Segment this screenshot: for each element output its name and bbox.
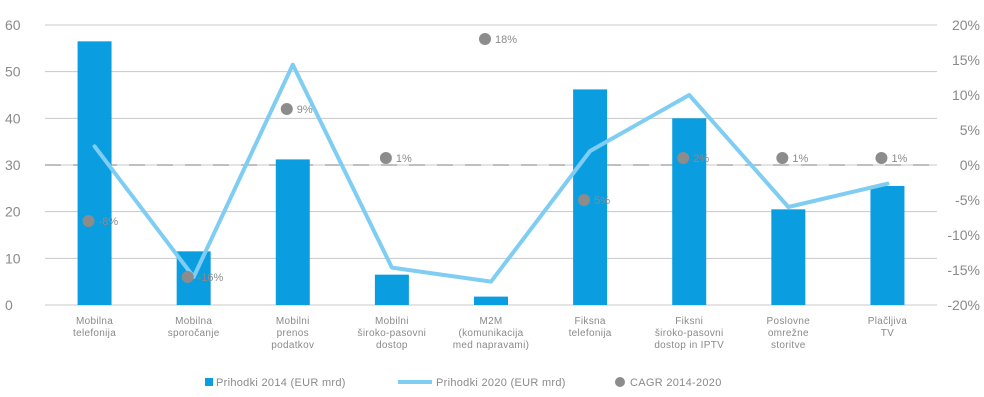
cagr-data-label: 5% bbox=[594, 195, 610, 207]
legend-label: CAGR 2014-2020 bbox=[630, 377, 722, 389]
cagr-data-label: 1% bbox=[396, 153, 412, 165]
legend-bar-swatch bbox=[205, 378, 213, 386]
category-label: Mobilni prenos podatkov bbox=[271, 316, 314, 351]
legend-label: Prihodki 2014 (EUR mrd) bbox=[216, 377, 346, 389]
y-left-tick-label: 50 bbox=[5, 64, 21, 80]
line-2020 bbox=[92, 62, 890, 284]
bar-2014 bbox=[672, 118, 707, 305]
bar-2014 bbox=[474, 296, 508, 305]
cagr-data-label: 18% bbox=[495, 34, 517, 46]
cagr-point bbox=[776, 152, 789, 164]
y-left-tick-label: 40 bbox=[5, 110, 21, 126]
cagr-data-label: 9% bbox=[297, 104, 313, 116]
category-label: Fiksni široko-pasovni dostop in IPTV bbox=[654, 316, 724, 351]
bar-2014 bbox=[374, 274, 409, 305]
y-left-tick-label: 30 bbox=[5, 157, 21, 173]
y-right-tick-label: -15% bbox=[947, 262, 980, 278]
cagr-point bbox=[379, 152, 392, 164]
y-right-tick-label: 10% bbox=[952, 87, 980, 103]
category-label: M2M (komunikacija med napravami) bbox=[453, 316, 529, 351]
y-right-tick-label: 15% bbox=[952, 52, 980, 68]
cagr-point bbox=[578, 194, 591, 206]
y-right-tick-label: -5% bbox=[955, 192, 980, 208]
cagr-data-label: 2% bbox=[693, 153, 709, 165]
cagr-point bbox=[82, 215, 95, 227]
y-right-tick-label: -20% bbox=[947, 297, 980, 313]
legend-dot-swatch bbox=[615, 377, 625, 387]
cagr-point bbox=[875, 152, 888, 164]
cagr-data-label: 1% bbox=[891, 153, 907, 165]
cagr-point bbox=[181, 271, 194, 283]
cagr-point bbox=[677, 152, 690, 164]
bar-2014 bbox=[275, 159, 310, 305]
cagr-data-label: -8% bbox=[99, 216, 119, 228]
y-left-tick-label: 60 bbox=[5, 17, 21, 33]
cagr-point bbox=[280, 103, 293, 115]
y-left-tick-label: 10 bbox=[5, 250, 21, 266]
cagr-data-label: 1% bbox=[792, 153, 808, 165]
y-left-tick-label: 0 bbox=[5, 297, 13, 313]
bar-2014 bbox=[771, 209, 806, 305]
category-label: Fiksna telefonija bbox=[569, 316, 612, 339]
bar-2014 bbox=[77, 41, 112, 305]
category-label: Poslovne omrežne storitve bbox=[767, 316, 811, 351]
y-right-tick-label: -10% bbox=[947, 227, 980, 243]
category-label: Mobilna telefonija bbox=[73, 316, 116, 339]
y-right-tick-label: 20% bbox=[952, 17, 980, 33]
cagr-point bbox=[479, 33, 491, 45]
category-label: Mobilni široko-pasovni dostop bbox=[358, 316, 427, 351]
y-right-tick-label: 0% bbox=[960, 157, 980, 173]
y-left-tick-label: 20 bbox=[5, 204, 21, 220]
y-right-tick-label: 5% bbox=[960, 122, 980, 138]
category-label: Mobilna sporočanje bbox=[168, 316, 220, 339]
bar-2014 bbox=[870, 186, 905, 305]
bar-2014 bbox=[573, 89, 608, 306]
cagr-data-label: -16% bbox=[198, 272, 224, 284]
category-label: Plačljiva TV bbox=[868, 316, 908, 339]
legend-label: Prihodki 2020 (EUR mrd) bbox=[436, 377, 566, 389]
